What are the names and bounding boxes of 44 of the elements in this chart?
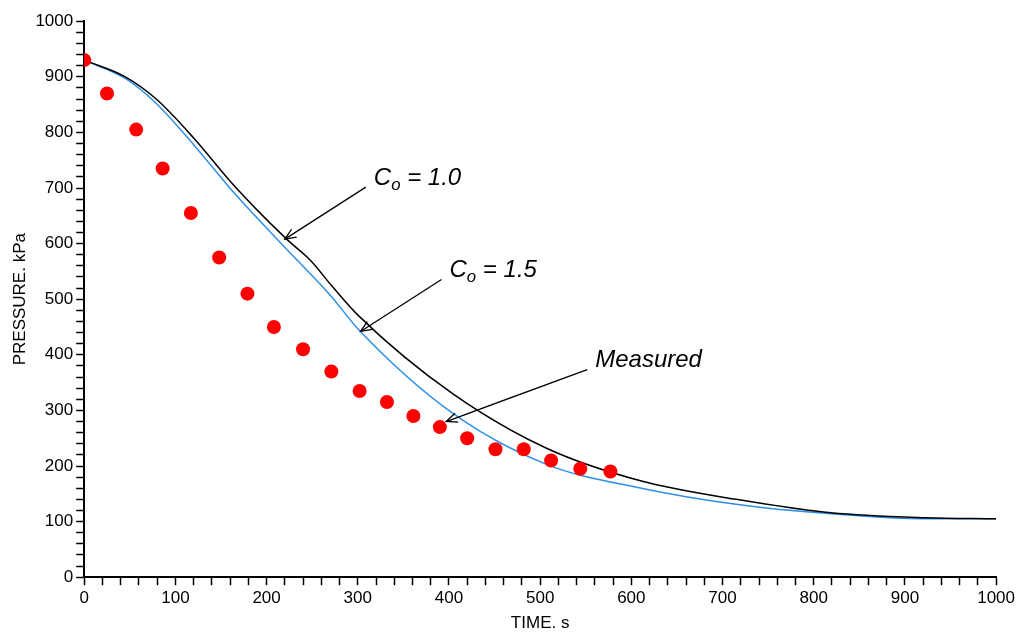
- y-tick-label: 600: [44, 233, 74, 253]
- y-tick-label: 1000: [35, 10, 74, 30]
- x-tick-label: 700: [708, 588, 737, 608]
- point: [352, 383, 367, 398]
- point: [460, 431, 475, 446]
- y-tick-label: 300: [44, 400, 74, 420]
- x-axis-title: TIME. s: [510, 613, 570, 633]
- y-tick-label: 0: [63, 566, 74, 586]
- point: [266, 320, 281, 334]
- point: [212, 250, 227, 265]
- y-tick-label: 900: [44, 66, 74, 86]
- y-tick-label: 800: [44, 122, 74, 142]
- x-tick-label: 1000: [977, 588, 1015, 608]
- point: [516, 442, 531, 457]
- x-tick-label: 200: [252, 588, 281, 608]
- x-tick-label: 900: [890, 588, 920, 608]
- point: [240, 286, 255, 301]
- x-tick-label: 100: [161, 588, 190, 608]
- point: [129, 122, 144, 137]
- x-tick-label: 500: [525, 588, 555, 608]
- y-axis-title: PRESSURE. kPa: [9, 232, 29, 366]
- x-tick-label: 400: [434, 588, 464, 608]
- point: [100, 86, 115, 101]
- x-tick-label: 600: [617, 588, 646, 608]
- point: [544, 453, 559, 468]
- point: [432, 420, 447, 435]
- point: [603, 464, 618, 479]
- point: [155, 161, 170, 176]
- annotation: Measured: [595, 345, 703, 373]
- y-tick-label: 100: [44, 511, 74, 531]
- y-tick-label: 400: [44, 344, 74, 364]
- y-tick-label: 500: [44, 288, 74, 308]
- point: [406, 408, 421, 423]
- x-tick-label: 800: [799, 588, 828, 608]
- point: [573, 461, 588, 476]
- y-tick-label: 200: [44, 455, 74, 475]
- point: [324, 364, 339, 379]
- x-tick-label: 0: [79, 588, 89, 608]
- x-tick-label: 300: [343, 588, 372, 608]
- point: [488, 442, 503, 457]
- point: [183, 206, 198, 221]
- point: [379, 395, 394, 410]
- y-tick-label: 700: [44, 177, 74, 197]
- point: [296, 342, 311, 357]
